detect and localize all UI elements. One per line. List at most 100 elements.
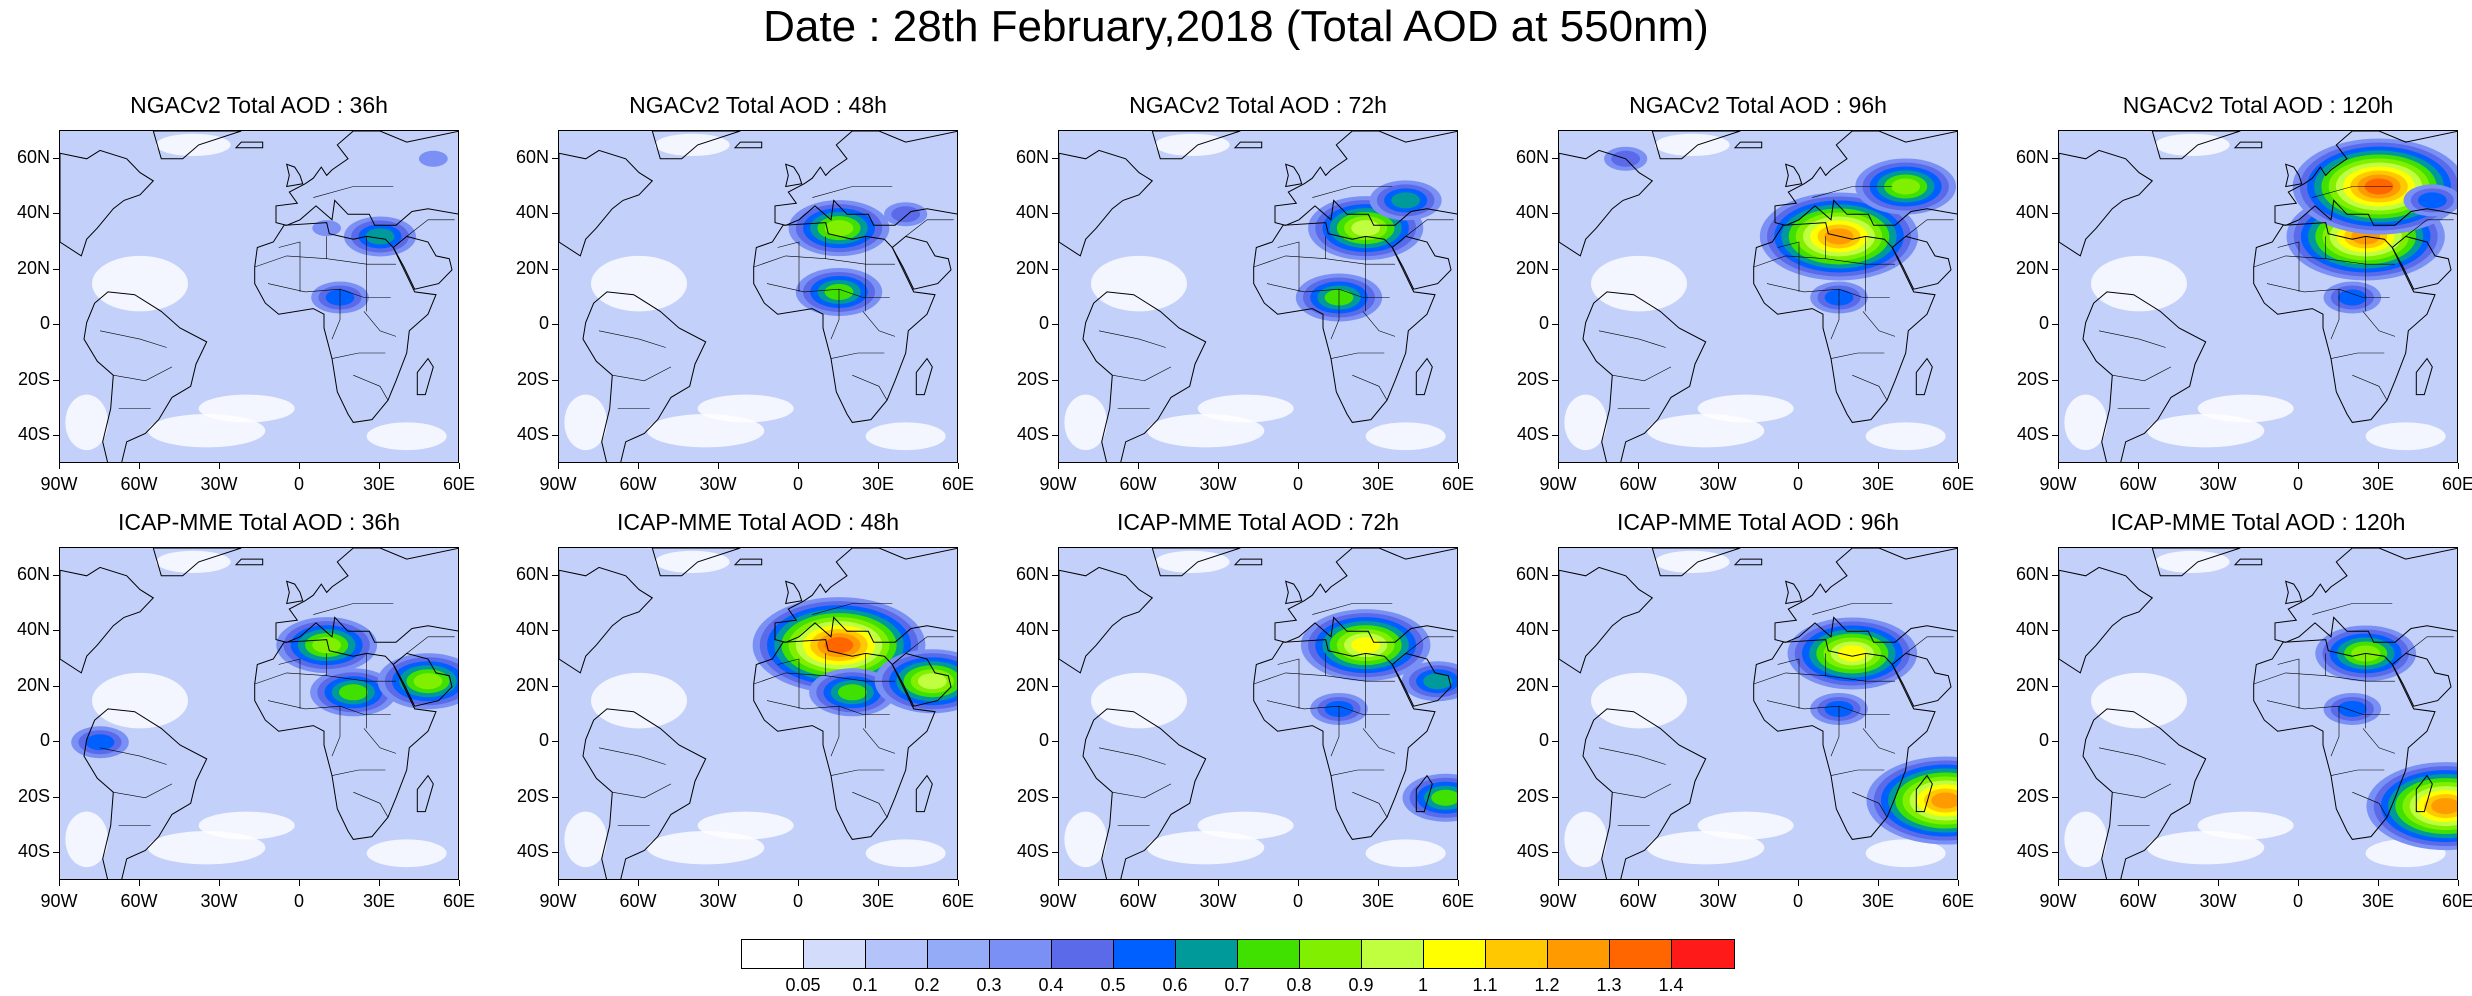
- panel-title: ICAP-MME Total AOD : 72h: [1116, 509, 1400, 535]
- lon-tick: [2218, 880, 2219, 886]
- lat-tick-label: 60N: [1015, 563, 1049, 584]
- coastline-arabia: [1891, 235, 1952, 290]
- country-border: [1852, 791, 1888, 818]
- lon-tick: [59, 880, 60, 886]
- lon-tick: [1298, 463, 1299, 469]
- lat-tick: [552, 630, 558, 632]
- lon-tick: [59, 463, 60, 469]
- coastline-madagascar: [416, 357, 434, 396]
- country-border: [1612, 783, 1672, 799]
- lat-tick-label: 40N: [515, 619, 549, 640]
- coastline-samerica: [83, 708, 208, 879]
- clean-air-region: [655, 133, 730, 156]
- coastline-africa: [753, 222, 936, 423]
- colorbar-swatch: [928, 940, 990, 968]
- panel-title: NGACv2 Total AOD : 96h: [1629, 92, 1887, 118]
- country-border: [1753, 255, 1895, 268]
- panel-title: ICAP-MME Total AOD : 120h: [2110, 509, 2406, 535]
- lat-tick-label: 40S: [1516, 424, 1549, 445]
- panel-title: NGACv2 Total AOD : 36h: [130, 92, 388, 118]
- country-border: [363, 728, 397, 754]
- lon-tick-label: 90W: [539, 474, 577, 494]
- country-border: [830, 706, 840, 757]
- lon-tick: [1878, 463, 1879, 469]
- lon-tick: [299, 880, 300, 886]
- lon-tick: [1458, 463, 1459, 469]
- lat-tick: [1052, 435, 1058, 437]
- lon-tick: [1958, 880, 1959, 886]
- coastline-samerica: [1582, 708, 1707, 879]
- coastline-britain: [1785, 580, 1803, 605]
- clean-air-region: [647, 414, 765, 448]
- lat-tick: [53, 852, 59, 854]
- lat-tick: [1552, 852, 1558, 854]
- country-border: [862, 728, 896, 754]
- country-border: [1098, 747, 1166, 765]
- lat-tick: [552, 741, 558, 743]
- coastline-madagascar: [1915, 774, 1933, 813]
- aod-field: [1059, 131, 1457, 462]
- lon-tick-label: 30E: [362, 474, 396, 494]
- clean-air-region: [697, 394, 794, 423]
- lat-tick: [552, 574, 558, 576]
- lon-tick: [2458, 463, 2459, 469]
- country-border: [1612, 366, 1672, 382]
- clean-air-region: [1064, 811, 1107, 868]
- country-border: [353, 374, 389, 401]
- lat-tick: [2052, 324, 2058, 326]
- colorbar-label: 0.3: [976, 975, 1002, 995]
- clean-air-region: [1865, 839, 1946, 868]
- clean-air-region: [2064, 811, 2107, 868]
- lat-tick-label: 20S: [17, 368, 50, 389]
- lon-tick-label: 60E: [941, 891, 975, 911]
- lon-tick: [299, 463, 300, 469]
- country-border: [598, 747, 666, 765]
- lat-tick-label: 20N: [16, 674, 50, 695]
- clean-air-region: [2155, 550, 2230, 573]
- coastline-madagascar: [915, 357, 933, 396]
- clean-air-region: [1655, 133, 1730, 156]
- coastline-britain: [1285, 163, 1303, 188]
- country-border: [830, 289, 840, 340]
- clean-air-region: [2091, 255, 2187, 312]
- country-border: [2312, 603, 2393, 615]
- clean-air-region: [92, 255, 188, 312]
- lon-tick: [139, 880, 140, 886]
- lat-tick: [1552, 213, 1558, 215]
- country-border: [812, 603, 893, 615]
- country-border: [113, 366, 173, 382]
- aod-field: [1559, 131, 1957, 462]
- clean-air-region: [65, 811, 108, 868]
- coastline-arabia: [891, 235, 952, 290]
- coastline-namerica: [559, 566, 654, 674]
- clean-air-region: [2365, 422, 2446, 451]
- coastline-samerica: [83, 291, 208, 462]
- aod-map-panel: [1558, 130, 1958, 463]
- lon-tick-label: 60E: [1441, 891, 1475, 911]
- colorbar-label: 1.1: [1472, 975, 1498, 995]
- lon-tick: [638, 880, 639, 886]
- country-border: [331, 706, 341, 757]
- lat-tick-label: 40S: [17, 424, 50, 445]
- colorbar-swatch: [804, 940, 866, 968]
- lon-tick: [1638, 463, 1639, 469]
- lon-tick: [1958, 463, 1959, 469]
- lat-tick: [1552, 268, 1558, 270]
- clean-air-region: [1147, 414, 1265, 448]
- aod-map-panel: [59, 547, 459, 880]
- lon-tick: [958, 463, 959, 469]
- lon-tick-label: 60W: [1119, 474, 1157, 494]
- lat-tick-label: 40N: [16, 202, 50, 223]
- lon-tick: [1718, 880, 1719, 886]
- lat-tick: [53, 268, 59, 270]
- coastline-greenland: [152, 548, 242, 577]
- coastline-samerica: [2082, 291, 2207, 462]
- country-border: [1777, 241, 1800, 292]
- colorbar-label: 0.5: [1100, 975, 1126, 995]
- country-border: [254, 255, 396, 268]
- coastline-africa: [2253, 222, 2436, 423]
- country-border: [331, 289, 341, 340]
- lon-tick-label: 30E: [861, 891, 895, 911]
- lon-tick-label: 60E: [1941, 891, 1975, 911]
- coastline-iceland: [234, 141, 264, 149]
